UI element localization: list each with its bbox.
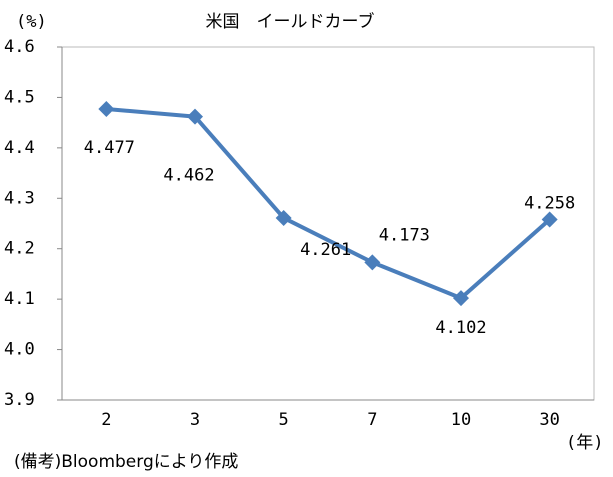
data-label: 4.462 (163, 166, 214, 186)
y-tick-label: 3.9 (4, 390, 35, 410)
y-tick-label: 4.4 (4, 138, 35, 158)
marker (453, 290, 469, 307)
y-tick-label: 4.3 (4, 188, 35, 208)
data-label: 4.173 (379, 225, 430, 245)
marker (541, 211, 558, 228)
data-label: 4.477 (84, 138, 135, 158)
y-tick-label: 4.1 (4, 289, 35, 309)
data-label: 4.261 (300, 240, 351, 260)
line (106, 107, 551, 301)
y-axis-label: (%) (16, 12, 47, 32)
data-label: 4.102 (435, 318, 486, 338)
chart-title: 米国 イールドカーブ (206, 11, 375, 32)
marker (187, 108, 203, 125)
x-tick-label: 3 (190, 410, 200, 430)
y-tick-label: 4.2 (4, 239, 35, 259)
y-tick-label: 4.0 (4, 340, 35, 360)
marker (275, 209, 292, 226)
y-tick-label: 4.6 (4, 37, 35, 57)
x-axis-label: (年) (566, 433, 603, 453)
x-tick-label: 5 (279, 410, 289, 430)
x-tick-label: 30 (539, 410, 559, 430)
x-tick-label: 7 (367, 410, 377, 430)
data-label: 4.258 (524, 193, 575, 213)
y-tick-label: 4.5 (4, 87, 35, 107)
marker (364, 254, 381, 271)
plot-frame (61, 46, 595, 401)
note: (備考)Bloombergにより作成 (14, 452, 238, 472)
x-tick-label: 10 (451, 410, 471, 430)
x-tick-label: 2 (101, 410, 111, 430)
marker (98, 101, 115, 118)
